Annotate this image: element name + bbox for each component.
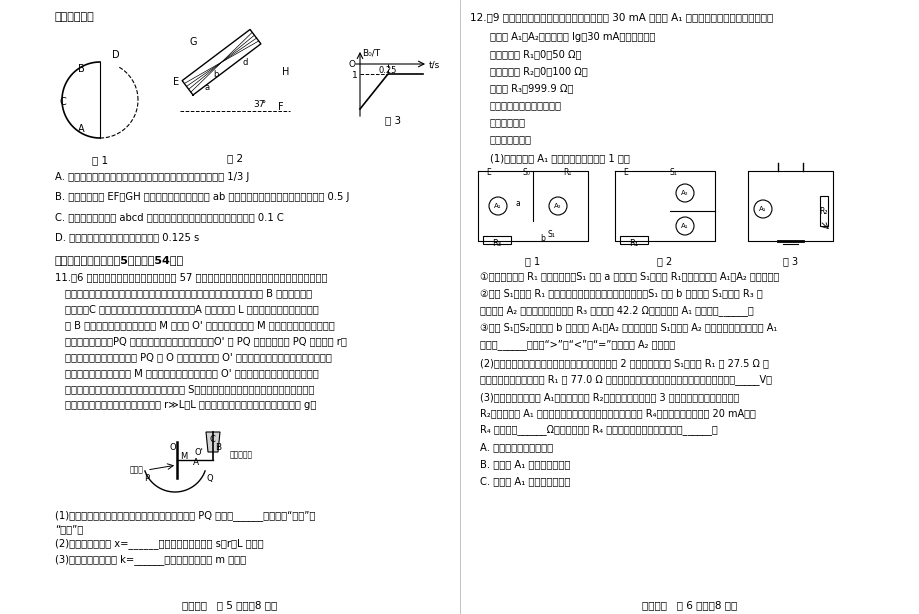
Text: R₁: R₁ [562,168,571,177]
Text: °: ° [261,100,265,109]
Text: A. 金属棒在半圆弧轨道运动的过程中导体棒上产生的焦耳热为 1/3 J: A. 金属棒在半圆弧轨道运动的过程中导体棒上产生的焦耳热为 1/3 J [55,172,249,182]
Text: b: b [213,70,218,79]
Text: G: G [190,37,198,47]
Text: R₃: R₃ [492,239,501,248]
Text: A₁: A₁ [758,206,766,212]
FancyBboxPatch shape [619,236,647,244]
Text: B: B [78,64,85,74]
Text: B. 金属棒从落到 EF、GH 轨道上到运动到虚线边界 ab 的过程中，导体棒上产生的焦耳热为 0.5 J: B. 金属棒从落到 EF、GH 轨道上到运动到虚线边界 ab 的过程中，导体棒上… [55,192,349,202]
Text: ②断开 S₁，保持 R₁ 滑片位置不变，电阻笱阻値调至最大，S₁ 置于 b 处，闭合 S₁，调节 R₃ 直: ②断开 S₁，保持 R₁ 滑片位置不变，电阻笱阻値调至最大，S₁ 置于 b 处，… [480,288,762,298]
Text: t/s: t/s [428,61,440,69]
Text: 高三物理   第 5 页（八8 页）: 高三物理 第 5 页（八8 页） [182,600,278,610]
Text: A₁: A₁ [680,223,688,229]
Text: 图 1: 图 1 [525,256,540,266]
Text: “向下”）: “向下”） [55,524,83,534]
Text: O': O' [195,448,204,457]
Text: R₂: R₂ [819,206,827,216]
Text: B. 电流表 A₁ 内阻测量値偏大: B. 电流表 A₁ 内阻测量値偏大 [480,459,570,469]
Text: 滑动变阻器 R₂（0～100 Ω）: 滑动变阻器 R₂（0～100 Ω） [490,66,587,76]
Text: 12.（9 分）某同学使用如下器材测量一量程为 30 mA 电流表 A₁ 的内阻，并将其改装成欧姆表。: 12.（9 分）某同学使用如下器材测量一量程为 30 mA 电流表 A₁ 的内阻… [470,12,772,22]
Text: R₁: R₁ [629,239,638,248]
Text: S₁: S₁ [548,230,555,239]
Text: 在水平实验台上，PQ 为一带有弧长刻度的透明圆弧，O' 为 PQ 的圆心，圆弧 PQ 的半径为 r，: 在水平实验台上，PQ 为一带有弧长刻度的透明圆弧，O' 为 PQ 的圆心，圆弧 … [65,336,346,346]
Text: R₂，使电流表 A₁ 满偏，断开表笔，在两表笔间接入一电阻 R₄，发现电流表读数为 20 mA，则: R₂，使电流表 A₁ 满偏，断开表笔，在两表笔间接入一电阻 R₄，发现电流表读数… [480,408,755,418]
Text: C: C [210,435,216,444]
Text: (1)测量电流表 A₁ 内阻的实验电路如图 1 所示: (1)测量电流表 A₁ 内阻的实验电路如图 1 所示 [490,153,630,163]
Text: (2)测量电池盒内两节电池的电动势：实验电路如图 2 所示，闭合开关 S₁，调节 R₁ 为 27.5 Ω 时: (2)测量电池盒内两节电池的电动势：实验电路如图 2 所示，闭合开关 S₁，调节… [480,358,768,368]
Text: D. 金属棒穿过虚线磁场区域的时间为 0.125 s: D. 金属棒穿过虚线磁场区域的时间为 0.125 s [55,232,199,242]
FancyBboxPatch shape [819,196,827,226]
Text: 电阻笱 R₃（999.9 Ω）: 电阻笱 R₃（999.9 Ω） [490,83,573,93]
Text: 电流表 A₁、A₂（量程均为 Ig＝30 mA，内阻未知）: 电流表 A₁、A₂（量程均为 Ig＝30 mA，内阻未知） [490,32,654,42]
Text: 不挡砂桶时，一束细光束经 PQ 的 O 点射到平面镜的 O' 点后原路返回，推上砂桶后，使平面: 不挡砂桶时，一束细光束经 PQ 的 O 点射到平面镜的 O' 点后原路返回，推上… [65,352,332,362]
Text: 的内阻______（选填“>”、“<”或“=”）电流表 A₂ 的内阻。: 的内阻______（选填“>”、“<”或“=”）电流表 A₂ 的内阻。 [480,339,675,350]
Text: a: a [205,83,210,92]
Text: A: A [193,458,199,467]
Text: A: A [78,124,85,134]
Text: B: B [215,443,221,452]
Text: S₁: S₁ [669,168,677,177]
Text: F: F [278,102,283,112]
Text: B₀/T: B₀/T [361,48,380,57]
Text: 11.（6 分）某同学通过学习人教版必修一 57 页的平面镜观察桌面的微小形变的实验后，受此启: 11.（6 分）某同学通过学习人教版必修一 57 页的平面镜观察桌面的微小形变的… [55,272,327,282]
Text: C. 金属棒在通过虚线 abcd 区域的过程中通过导体棒横截面的电量为 0.1 C: C. 金属棒在通过虚线 abcd 区域的过程中通过导体棒横截面的电量为 0.1 … [55,212,283,222]
Text: 实验步骤如下：: 实验步骤如下： [490,134,531,144]
Text: ①将滑动变阻器 R₁ 调至最大値，S₁ 置于 a 处，闭合 S₁，调节 R₁，直到电流表 A₁、A₂ 均居满偏。: ①将滑动变阻器 R₁ 调至最大値，S₁ 置于 a 处，闭合 S₁，调节 R₁，直… [480,271,778,281]
Text: b: b [539,234,544,243]
Text: O: O [348,60,356,69]
Text: A₂: A₂ [553,203,562,209]
Text: A. 电源电动势测量値较小: A. 电源电动势测量値较小 [480,442,552,452]
Text: C: C [60,97,67,107]
Text: 就可以确定弹性杆的力度系数。已知 r≫L，L 远大于弹性杆的形变量，重力加速度为 g。: 就可以确定弹性杆的力度系数。已知 r≫L，L 远大于弹性杆的形变量，重力加速度为… [65,400,316,410]
Text: Q: Q [206,473,212,483]
FancyBboxPatch shape [482,236,510,244]
Text: O: O [170,443,176,452]
Text: (3)将电池盒、电流表 A₁、滑动变阻器 R₂，两只表笔组成如图 3 所示电路，两表笔短接调节: (3)将电池盒、电流表 A₁、滑动变阻器 R₂，两只表笔组成如图 3 所示电路，… [480,392,739,402]
Text: 开关导线若干: 开关导线若干 [490,117,526,127]
Text: 杆 B 连接，另一端与轻质平面镜 M 的中心 O' 相连，且与平面镜 M 垂直。轻质平面镜竖直放: 杆 B 连接，另一端与轻质平面镜 M 的中心 O' 相连，且与平面镜 M 垂直。… [65,320,335,330]
Text: 到电流表 A₂ 居满偏，读出电阻笱 R₃ 的示数为 42.2 Ω，则电流表 A₁ 的内阻为______。: 到电流表 A₂ 居满偏，读出电阻笱 R₃ 的示数为 42.2 Ω，则电流表 A₁… [480,305,753,316]
Text: A₁: A₁ [494,203,501,209]
Text: E: E [485,168,490,177]
Text: 37: 37 [253,100,265,109]
Text: 发，设计一个测量弹性轻杆的形变量与其力度系数的实验，如图所示。图中 B 为待测量的弹: 发，设计一个测量弹性轻杆的形变量与其力度系数的实验，如图所示。图中 B 为待测量… [65,288,312,298]
Text: R₄ 的阻値为______Ω，若计算出的 R₄ 阻値偏小，以下可能的原因是______。: R₄ 的阻値为______Ω，若计算出的 R₄ 阻値偏小，以下可能的原因是___… [480,424,717,435]
Text: 说法正确的是: 说法正确的是 [55,12,95,22]
Text: M: M [180,452,187,461]
Text: D: D [112,50,119,60]
Text: 透明读数条: 透明读数条 [230,450,253,459]
Text: 图 2: 图 2 [657,256,672,266]
Text: P: P [144,473,149,483]
Text: (1)随着砂桶中细砂的不断流出，反射光线的光点在 PQ 圆弧上______移动（填“向上”或: (1)随着砂桶中细砂的不断流出，反射光线的光点在 PQ 圆弧上______移动（… [55,510,315,521]
Text: E: E [173,77,179,87]
Text: 高三物理   第 6 页（八8 页）: 高三物理 第 6 页（八8 页） [641,600,737,610]
Text: 图 3: 图 3 [783,256,798,266]
Text: 入射光: 入射光 [130,465,143,474]
Text: H: H [282,67,289,77]
Text: 性轻杆，C 为底部带有小孔且装满细砂的小桶。A 为一长度为 L 的轻质刚性杆，一端与弹性: 性轻杆，C 为底部带有小孔且装满细砂的小桶。A 为一长度为 L 的轻质刚性杆，一… [65,304,318,314]
Text: 0.25: 0.25 [379,66,397,75]
Text: 三、非选择题：本题八5小题，八54分。: 三、非选择题：本题八5小题，八54分。 [55,255,184,265]
Text: 图 3: 图 3 [384,115,401,125]
Text: S₀: S₀ [522,168,530,177]
Text: d: d [243,58,248,67]
Text: 两电流表均居满偏，调节 R₁ 为 77.0 Ω 时两电流表半偏，则电池盒内两节电池的电动势为_____V。: 两电流表均居满偏，调节 R₁ 为 77.0 Ω 时两电流表半偏，则电池盒内两节电… [480,374,771,385]
Text: A₂: A₂ [680,190,688,196]
Text: ③断开 S₁、S₂，仍置于 b 处，调换 A₁、A₂ 的位置，闭合 S₁，发现 A₂ 刚好满偏，说明电流表 A₁: ③断开 S₁、S₂，仍置于 b 处，调换 A₁、A₂ 的位置，闭合 S₁，发现 … [480,322,777,332]
Text: 图 2: 图 2 [227,153,243,163]
Text: 滑动变阻器 R₁（0～50 Ω）: 滑动变阻器 R₁（0～50 Ω） [490,49,581,59]
Text: (2)弹性杆的形变量 x=______（用光点移动的弧长 s、r、L 表示）: (2)弹性杆的形变量 x=______（用光点移动的弧长 s、r、L 表示） [55,538,264,549]
Text: 图 1: 图 1 [92,155,108,165]
Text: E: E [622,168,627,177]
Text: a: a [516,199,520,208]
Text: 电池盒（装有两节干电池）: 电池盒（装有两节干电池） [490,100,562,110]
Text: 1: 1 [352,71,357,79]
Text: 镜发生偏转，入射光束在 M 上入射点可以近似认为仍在 O' 点，通过读取反射光在圆弧上的: 镜发生偏转，入射光束在 M 上入射点可以近似认为仍在 O' 点，通过读取反射光在… [65,368,318,378]
Polygon shape [206,432,220,452]
Text: C. 电流表 A₁ 内阻测量値偏小: C. 电流表 A₁ 内阻测量値偏小 [480,476,570,486]
Text: (3)弹性杆的力度系数 k=______（砂桶的总质量用 m 表示）: (3)弹性杆的力度系数 k=______（砂桶的总质量用 m 表示） [55,554,246,565]
Text: 位置，测得光点在透明读数条上移动的弧长为 S，可以测得弹性轻杆的形变量，根据胡克定律: 位置，测得光点在透明读数条上移动的弧长为 S，可以测得弹性轻杆的形变量，根据胡克… [65,384,314,394]
